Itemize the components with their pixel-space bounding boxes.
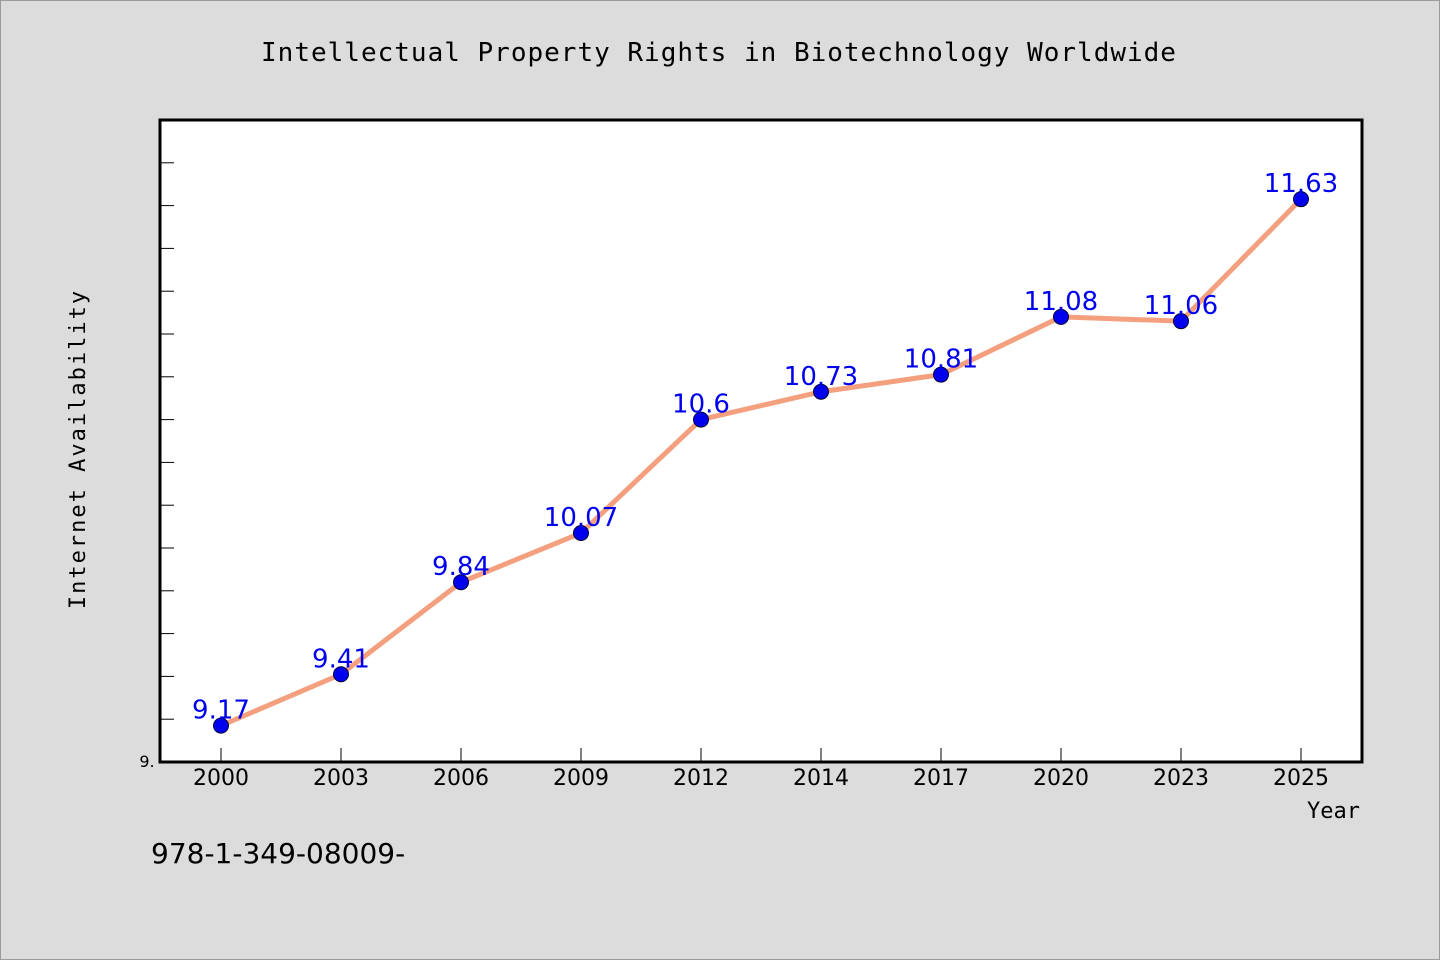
data-label: 10.81 [904,345,978,375]
data-label: 11.63 [1264,169,1338,199]
data-label: 11.08 [1024,287,1098,317]
y-axis-ticks [160,162,174,763]
x-tick-labels: 2000 2003 2006 2009 2012 2014 2017 2020 2023 2025 [193,766,1329,791]
data-point-marker [453,574,469,591]
data-point-marker [693,411,709,428]
plot-area [158,118,1364,764]
series-markers [213,191,1309,734]
data-point-marker [1053,308,1069,325]
x-tick-label: 2025 [1273,766,1329,791]
data-label: 9.84 [432,552,490,582]
isbn-text: 978-1-349-08009- [151,837,405,870]
x-tick-label: 2012 [673,766,729,791]
y-tick-label: 9. [139,752,154,771]
x-tick-label: 2000 [193,766,249,791]
data-label: 11.06 [1144,291,1218,321]
data-label: 10.73 [784,362,858,392]
data-point-marker [1293,191,1309,208]
data-labels: 9.17 9.41 9.84 10.07 10.6 10.73 10.81 11.08 11.0… [192,169,1338,725]
x-axis-ticks [220,748,1302,762]
data-label: 10.07 [544,503,618,533]
x-tick-label: 2009 [553,766,609,791]
series-line [218,196,1304,729]
data-label: 9.17 [192,696,250,726]
data-label: 9.41 [312,644,370,674]
x-tick-label: 2020 [1033,766,1089,791]
x-tick-label: 2023 [1153,766,1209,791]
data-point-marker [813,383,829,400]
y-axis-label: Internet Availability [66,289,91,609]
data-point-marker [213,717,229,734]
data-point-marker [573,525,589,542]
chart-title: Intellectual Property Rights in Biotechn… [261,38,1177,68]
data-point-marker [333,666,349,683]
data-label: 10.6 [672,390,730,420]
x-tick-label: 2014 [793,766,849,791]
x-tick-label: 2017 [913,766,969,791]
x-axis-label: Year [1307,799,1360,824]
data-point-marker [1173,313,1189,330]
data-point-marker [933,366,949,383]
x-tick-label: 2006 [433,766,489,791]
x-tick-label: 2003 [313,766,369,791]
